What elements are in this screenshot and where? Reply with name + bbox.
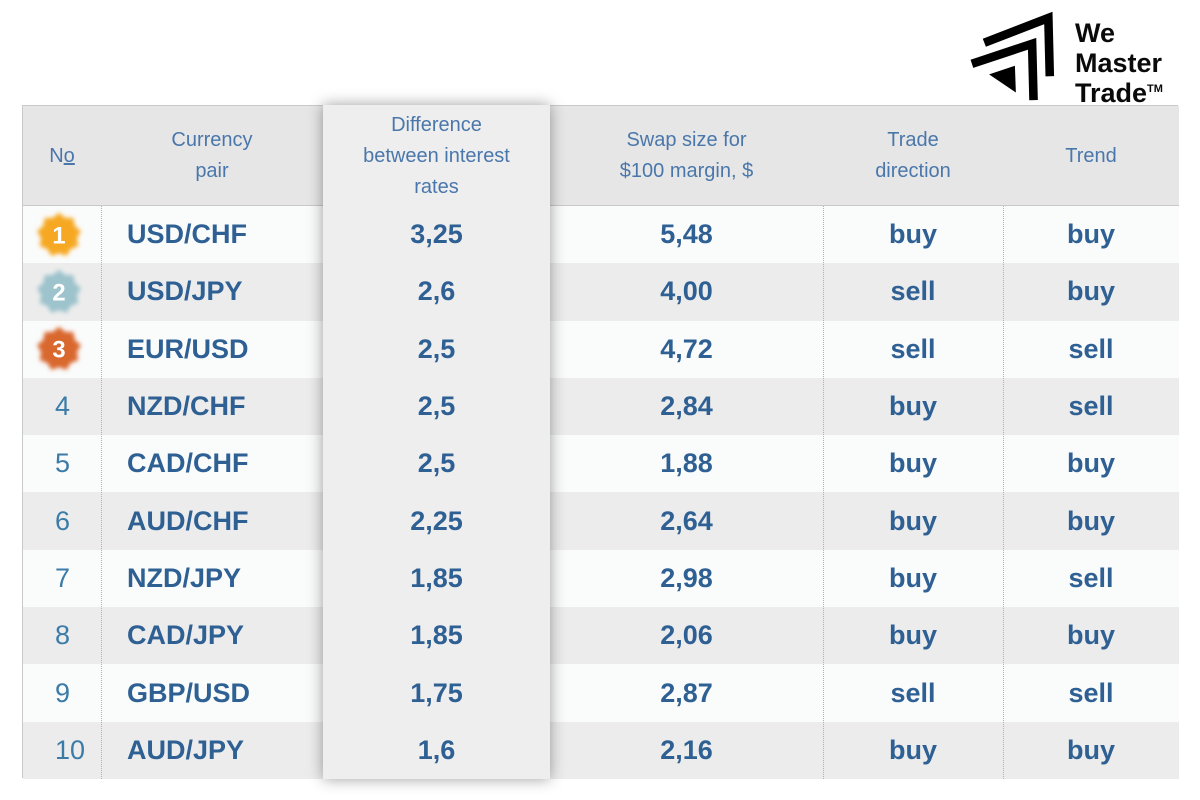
svg-text:1: 1 (52, 222, 65, 249)
svg-text:3: 3 (52, 337, 65, 364)
svg-text:2: 2 (52, 280, 65, 307)
